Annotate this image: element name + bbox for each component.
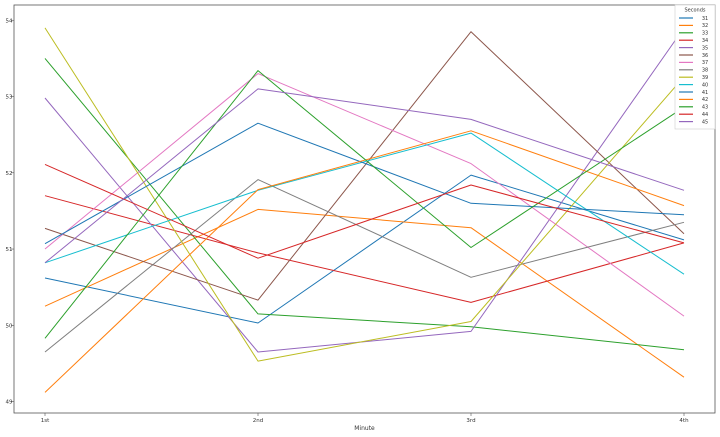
- y-tick-label: 49: [6, 400, 13, 406]
- series-line-39: [44, 27, 685, 362]
- series-line-32: [44, 208, 685, 378]
- legend-box: [674, 4, 716, 130]
- series-line-38: [44, 179, 685, 353]
- series-line-43: [44, 70, 685, 339]
- series-line-37: [44, 73, 685, 317]
- x-tick-label: 3rd: [466, 418, 475, 424]
- legend-label-38: 38: [702, 68, 708, 74]
- legend-label-41: 41: [702, 90, 708, 96]
- plot-frame: [13, 4, 716, 414]
- legend-label-34: 34: [702, 38, 708, 44]
- y-tick-label: 50: [6, 323, 13, 329]
- series-line-36: [44, 31, 685, 301]
- legend-label-33: 33: [702, 31, 708, 37]
- legend-label-40: 40: [702, 82, 708, 88]
- y-tick-label: 51: [6, 247, 13, 253]
- series-line-33: [44, 58, 685, 351]
- y-tick-label: 53: [6, 95, 13, 101]
- series-line-44: [44, 163, 685, 259]
- x-tick-label: 2nd: [253, 418, 263, 424]
- legend-label-31: 31: [702, 16, 708, 22]
- y-axis: 49 50 51 52 53 54: [6, 18, 14, 406]
- legend-label-35: 35: [702, 45, 708, 51]
- legend-label-36: 36: [702, 53, 708, 59]
- x-tick-label: 1st: [41, 418, 50, 424]
- legend-label-32: 32: [702, 23, 708, 29]
- legend-label-44: 44: [702, 112, 708, 118]
- x-axis-label: Minute: [354, 425, 375, 432]
- legend-label-37: 37: [702, 60, 708, 66]
- series-line-40: [44, 132, 685, 275]
- series-line-41: [44, 122, 685, 245]
- legend-label-45: 45: [702, 119, 708, 125]
- legend-label-43: 43: [702, 105, 708, 111]
- legend-title: Seconds: [684, 8, 705, 14]
- legend-label-42: 42: [702, 97, 708, 103]
- y-tick-label: 52: [6, 171, 13, 177]
- series-line-42: [44, 130, 685, 393]
- x-axis: 1st 2nd 3rd 4th: [41, 413, 689, 424]
- series-line-45: [44, 88, 685, 264]
- legend-label-39: 39: [702, 75, 708, 81]
- series-line-31: [44, 174, 685, 324]
- series-lines: [44, 27, 685, 393]
- y-tick-label: 54: [6, 18, 13, 24]
- x-tick-label: 4th: [679, 418, 689, 424]
